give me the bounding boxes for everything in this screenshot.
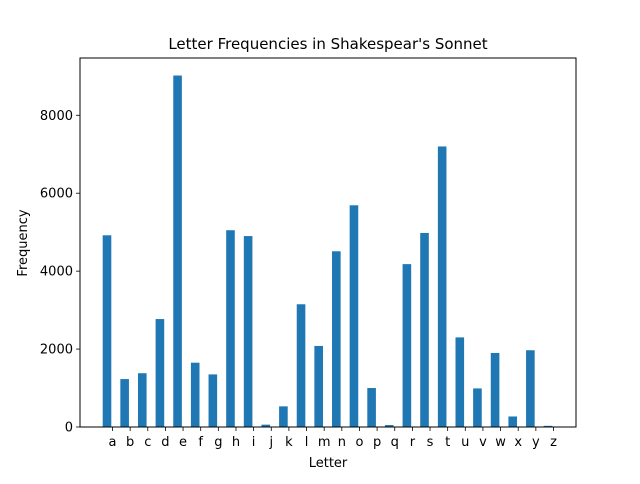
bar-v [473, 388, 482, 427]
bar-p [367, 388, 376, 427]
bar-t [437, 146, 447, 427]
bar-r [402, 264, 412, 427]
plot-frame [79, 57, 577, 428]
y-tick-label: 8000 [40, 109, 73, 124]
bar-l [296, 304, 306, 427]
x-tick-label: u [461, 435, 469, 450]
bar-u [455, 337, 465, 427]
bar-g [208, 374, 218, 427]
x-tick-label: h [232, 435, 240, 450]
y-tick-label: 4000 [40, 265, 73, 280]
x-tick-label: r [410, 435, 416, 450]
x-tick-label: k [285, 435, 293, 450]
x-tick-label: x [514, 435, 522, 450]
x-tick-label: e [179, 435, 187, 450]
y-tick-label: 6000 [40, 187, 73, 202]
x-tick-label: b [126, 435, 134, 450]
bar-o [349, 205, 359, 427]
bar-i [243, 236, 253, 427]
bar-c [137, 373, 147, 427]
bar-d [155, 319, 165, 427]
chart-title: Letter Frequencies in Shakespear's Sonne… [168, 35, 487, 53]
x-tick-label: o [355, 435, 363, 450]
x-tick-label: p [373, 435, 381, 450]
x-tick-label: g [214, 435, 222, 450]
bar-y [526, 350, 535, 427]
x-tick-label: t [445, 435, 450, 450]
bars-layer [102, 75, 553, 427]
y-ticks: 0 2000 4000 6000 8000 [40, 109, 80, 436]
bar-m [314, 345, 323, 427]
bar-w [490, 352, 500, 427]
bar-q [384, 425, 394, 427]
y-tick-label: 2000 [40, 343, 73, 358]
y-tick-label: 0 [65, 421, 73, 436]
x-tick-label: s [427, 435, 434, 450]
axes-layer [79, 57, 577, 428]
bar-f [190, 362, 200, 427]
x-tick-label: y [532, 435, 540, 450]
bar-z [543, 425, 553, 427]
x-tick-label: i [252, 435, 256, 450]
x-tick-label: m [318, 435, 331, 450]
bar-a [102, 235, 112, 427]
bar-s [420, 232, 429, 427]
x-axis-label: Letter [309, 456, 348, 471]
x-tick-label: w [495, 435, 506, 450]
x-tick-label: v [479, 435, 487, 450]
bar-x [508, 416, 518, 427]
x-tick-label: c [144, 435, 151, 450]
x-tick-label: d [161, 435, 169, 450]
x-tick-label: q [391, 435, 399, 450]
x-tick-label: j [268, 435, 273, 450]
x-tick-label: n [338, 435, 346, 450]
y-axis-label: Frequency [16, 209, 31, 276]
bar-k [279, 406, 288, 427]
bar-b [120, 379, 129, 427]
x-tick-label: f [198, 435, 203, 450]
bar-n [332, 251, 341, 427]
x-tick-label: l [305, 435, 309, 450]
x-tick-label: a [109, 435, 117, 450]
x-tick-label: z [550, 435, 557, 450]
bar-e [173, 75, 182, 427]
bar-h [226, 230, 235, 427]
bar-j [261, 424, 271, 427]
